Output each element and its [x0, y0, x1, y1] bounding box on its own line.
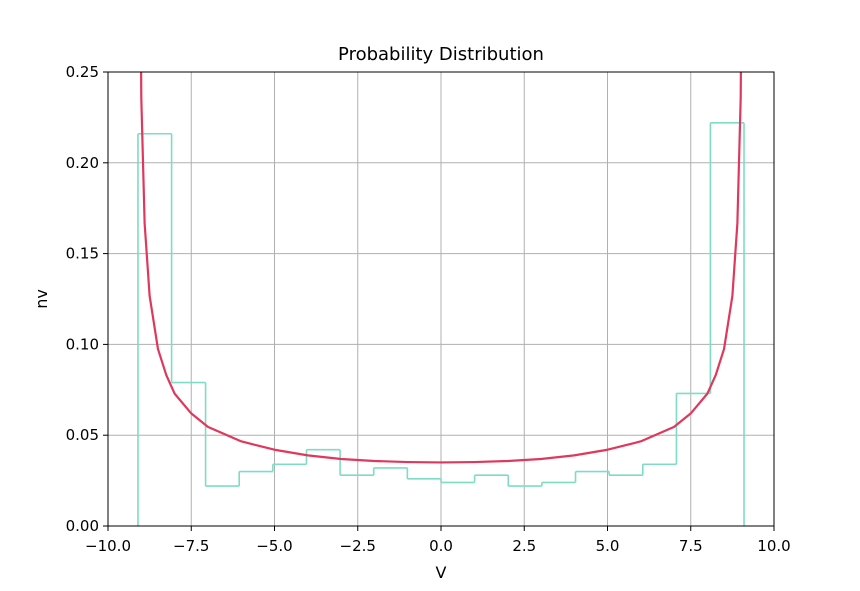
- y-tick-label: 0.05: [66, 426, 99, 444]
- y-tick-label: 0.10: [66, 335, 99, 353]
- x-tick-label: −5.0: [256, 537, 292, 555]
- grid-lines: [107, 71, 775, 527]
- y-tick-label: 0.20: [66, 154, 99, 172]
- y-tick-label: 0.15: [66, 245, 99, 263]
- x-axis-ticks: −10.0 −7.5 −5.0 −2.5 0.0 2.5 5.0 7.5 10.0: [85, 526, 791, 555]
- x-tick-label: −2.5: [340, 537, 376, 555]
- x-tick-label: −10.0: [85, 537, 131, 555]
- histogram: [137, 122, 745, 526]
- y-tick-label: 0.25: [66, 63, 99, 81]
- density-curve: [140, 72, 742, 464]
- x-tick-label: 2.5: [512, 537, 536, 555]
- density-curve-line: [140, 72, 742, 464]
- y-axis-ticks: 0.00 0.05 0.10 0.15 0.20 0.25: [66, 63, 108, 535]
- x-tick-label: 5.0: [596, 537, 620, 555]
- x-tick-label: 7.5: [679, 537, 703, 555]
- chart-title: Probability Distribution: [338, 44, 544, 65]
- y-tick-label: 0.00: [66, 517, 99, 535]
- x-tick-label: 0.0: [429, 537, 453, 555]
- x-tick-label: −7.5: [173, 537, 209, 555]
- y-axis-label: nv: [32, 289, 51, 309]
- x-tick-label: 10.0: [757, 537, 790, 555]
- x-axis-label: V: [436, 563, 447, 582]
